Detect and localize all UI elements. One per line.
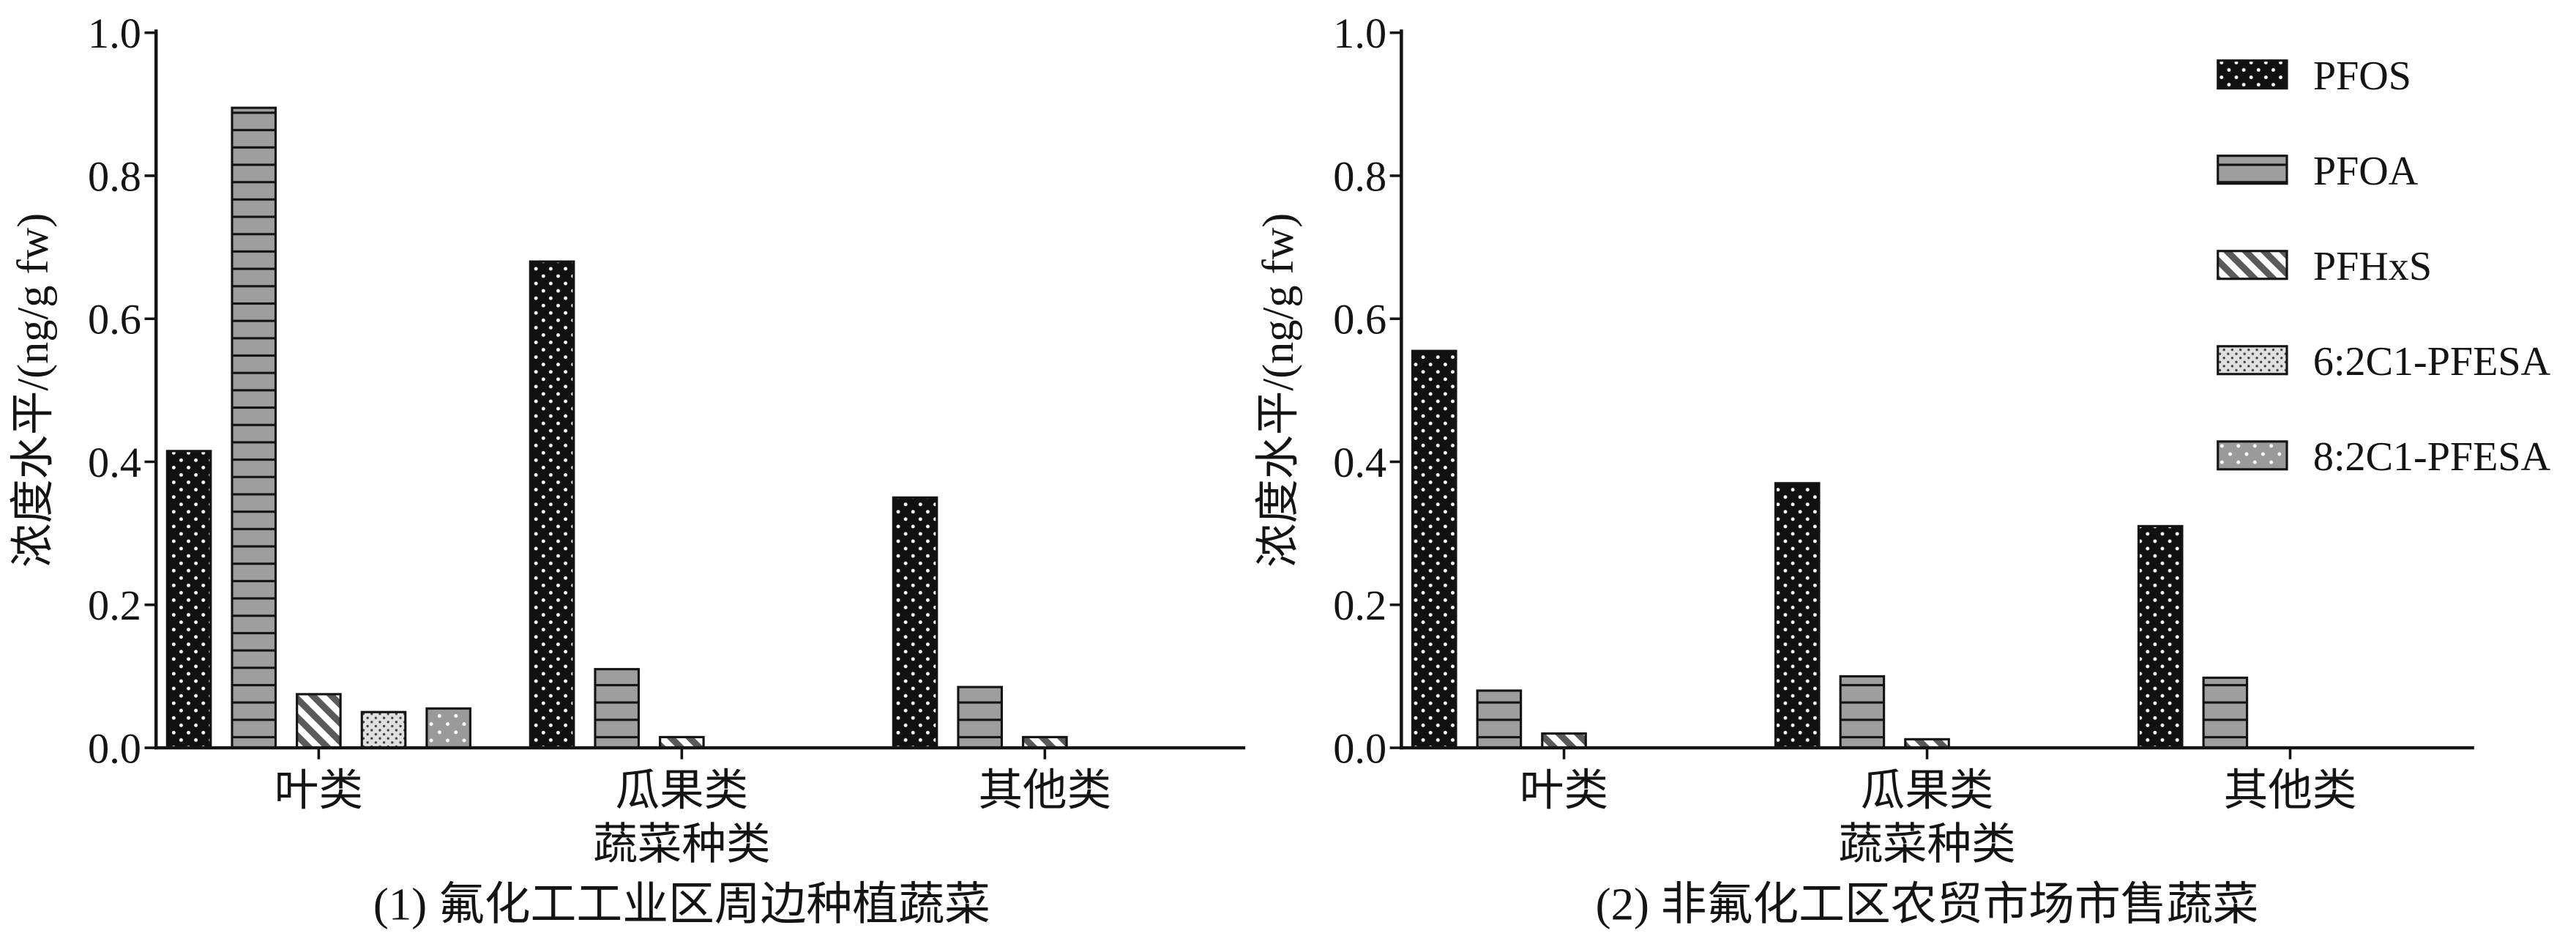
- bars: [165, 106, 1068, 749]
- bar-series-3-category-1: [296, 693, 342, 749]
- y-axis-title: 浓度水平/(ng/g fw): [1254, 213, 1303, 568]
- x-axis-title: 蔬菜种类: [1838, 820, 2015, 869]
- bar-pfos-category-1: [1411, 349, 1457, 749]
- chart-caption: (1) 氟化工工业区周边种植蔬菜: [373, 879, 990, 930]
- legend-item-pfoa: PFOA: [2217, 149, 2419, 194]
- bar-pfoa-category-1: [1476, 689, 1523, 749]
- legend-swatch: [2217, 155, 2288, 185]
- legend-swatch: [2217, 250, 2288, 281]
- y-tick-label: 0.4: [1333, 439, 1386, 486]
- legend-label: PFOS: [2313, 53, 2411, 99]
- y-tick-label: 1.0: [1333, 10, 1386, 57]
- y-tick-label: 0.0: [1333, 725, 1386, 773]
- y-tick-label: 0.0: [88, 725, 141, 773]
- bar-pfoa-category-3: [2202, 676, 2249, 749]
- y-axis-title: 浓度水平/(ng/g fw): [9, 213, 58, 568]
- bar-pfos-category-2: [1774, 482, 1821, 749]
- x-category-label: 其他类: [2224, 766, 2357, 815]
- legend-label: 8:2C1-PFESA: [2313, 434, 2551, 480]
- bar-pfhxs-category-1: [1541, 732, 1587, 749]
- bar-series-2-category-1: [231, 106, 277, 749]
- x-category-label: 叶类: [275, 766, 363, 815]
- chart-caption: (2) 非氟化工区农贸市场市售蔬菜: [1596, 879, 2259, 930]
- y-tick-label: 0.4: [88, 439, 141, 486]
- legend-label: PFOA: [2313, 149, 2419, 194]
- y-tick-label: 1.0: [88, 10, 141, 57]
- y-tick-label: 0.8: [88, 152, 141, 200]
- bar-series-1-category-3: [892, 496, 938, 749]
- legend-item-pfhxs: PFHxS: [2217, 244, 2432, 289]
- legend-item-pfos: PFOS: [2217, 53, 2411, 99]
- legend-swatch: [2217, 59, 2288, 90]
- y-tick-label: 0.2: [1333, 582, 1386, 629]
- bar-series-2-category-2: [594, 668, 641, 749]
- y-tick-label: 0.6: [1333, 296, 1386, 343]
- legend-item-8-2c1-pfesa: 8:2C1-PFESA: [2217, 434, 2551, 480]
- bar-series-1-category-1: [165, 450, 212, 749]
- y-tick-label: 0.2: [88, 582, 141, 629]
- x-axis-title: 蔬菜种类: [593, 820, 770, 869]
- x-category-label: 其他类: [978, 766, 1111, 815]
- x-category-label: 瓜果类: [1861, 766, 1994, 815]
- legend-item-6-2c1-pfesa: 6:2C1-PFESA: [2217, 339, 2551, 385]
- legend-swatch: [2217, 440, 2288, 471]
- bar-series-2-category-3: [957, 686, 1004, 749]
- legend-label: PFHxS: [2313, 244, 2432, 289]
- bars: [1411, 349, 2249, 749]
- bar-series-1-category-2: [529, 260, 575, 749]
- x-category-label: 叶类: [1520, 766, 1608, 815]
- bar-series-4-category-1: [360, 710, 407, 749]
- y-tick-label: 0.6: [88, 296, 141, 343]
- bar-series-5-category-1: [425, 707, 471, 749]
- legend-label: 6:2C1-PFESA: [2313, 339, 2551, 385]
- bar-pfoa-category-2: [1839, 675, 1886, 749]
- legend-swatch: [2217, 345, 2288, 376]
- y-tick-label: 0.8: [1333, 152, 1386, 200]
- bar-pfos-category-3: [2137, 524, 2184, 749]
- legend: PFOS PFOA PFHxS 6:2C1-PFESA 8:2C1-PFESA: [2217, 53, 2551, 480]
- x-category-label: 瓜果类: [615, 766, 748, 815]
